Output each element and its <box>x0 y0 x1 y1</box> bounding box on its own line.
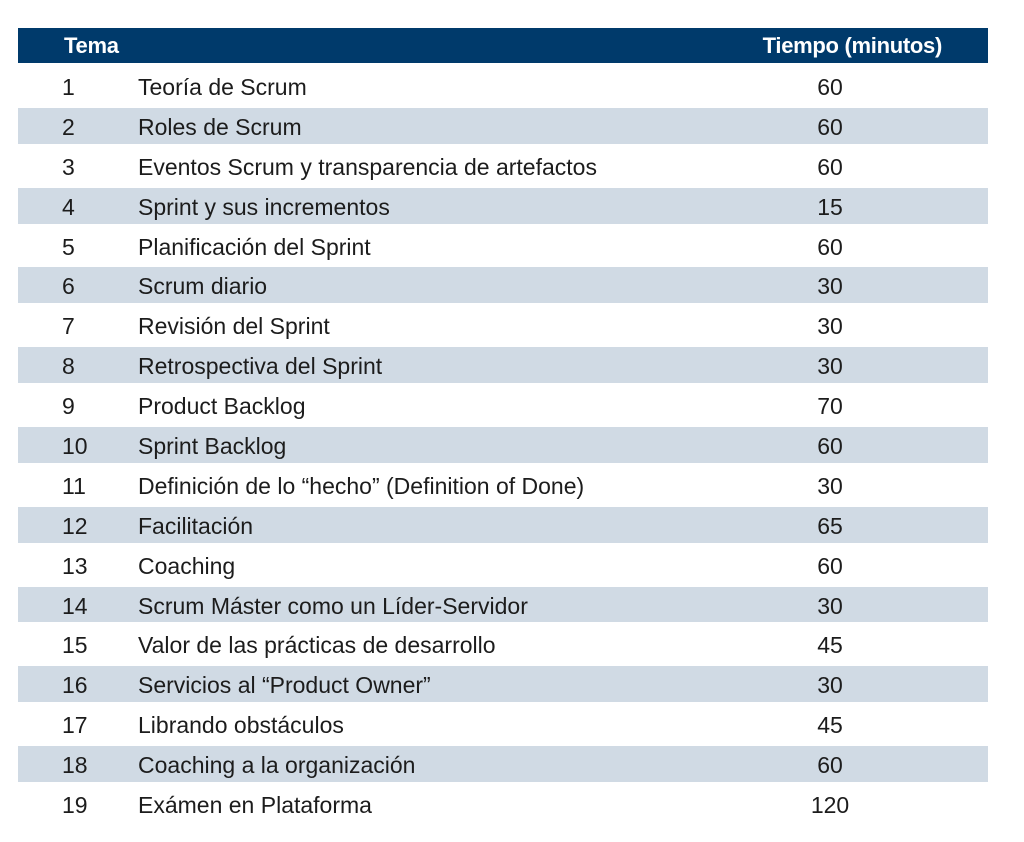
row-topic: Roles de Scrum <box>138 113 302 140</box>
table-header: Tema Tiempo (minutos) <box>18 28 988 63</box>
row-number: 17 <box>62 712 88 739</box>
table-row: 5 Planificación del Sprint 60 <box>18 228 988 264</box>
row-number: 7 <box>62 313 75 340</box>
row-time: 60 <box>817 433 843 460</box>
table-row: 19 Exámen en Plataforma 120 <box>18 786 988 822</box>
row-number: 14 <box>62 592 88 619</box>
row-topic: Definición de lo “hecho” (Definition of … <box>138 472 585 499</box>
row-topic: Exámen en Plataforma <box>138 792 372 819</box>
row-time: 15 <box>817 193 843 220</box>
row-topic: Scrum diario <box>138 273 268 300</box>
row-time: 30 <box>817 273 843 300</box>
row-time: 60 <box>817 153 843 180</box>
row-time: 30 <box>817 353 843 380</box>
row-number: 9 <box>62 393 75 420</box>
row-topic: Eventos Scrum y transparencia de artefac… <box>138 153 597 180</box>
row-time: 30 <box>817 472 843 499</box>
header-time: Tiempo (minutos) <box>762 33 943 58</box>
table-row: 7 Revisión del Sprint 30 <box>18 307 988 343</box>
row-topic: Valor de las prácticas de desarrollo <box>138 632 496 659</box>
row-time: 30 <box>817 313 843 340</box>
row-number: 1 <box>62 74 75 100</box>
row-number: 5 <box>62 233 75 260</box>
table-row: 11 Definición de lo “hecho” (Definition o… <box>18 467 988 503</box>
row-topic: Sprint y sus incrementos <box>138 193 390 220</box>
row-number: 2 <box>62 113 75 140</box>
row-number: 13 <box>62 552 88 579</box>
table-row: 16 Servicios al “Product Owner” 30 <box>18 666 988 703</box>
row-number: 8 <box>62 353 75 380</box>
row-number: 4 <box>62 193 75 220</box>
row-topic: Librando obstáculos <box>138 712 344 739</box>
row-time: 60 <box>817 552 843 579</box>
row-topic: Planificación del Sprint <box>138 233 371 260</box>
row-number: 12 <box>62 512 88 539</box>
row-time: 60 <box>817 74 843 100</box>
row-number: 11 <box>62 472 86 499</box>
row-number: 3 <box>62 153 75 180</box>
table-row: 9 Product Backlog 70 <box>18 387 988 423</box>
table-row: 15 Valor de las prácticas de desarrollo 45 <box>18 626 988 662</box>
table-row: 4 Sprint y sus incrementos 15 <box>18 187 988 224</box>
table-row: 6 Scrum diario 30 <box>18 267 988 304</box>
schedule-table: Tema Tiempo (minutos) 1 Teoría de Scrum 60… <box>18 28 988 826</box>
table-body: 1 Teoría de Scrum 60 2 Roles de Scrum 60 3 Even… <box>18 68 988 822</box>
row-topic: Retrospectiva del Sprint <box>138 353 383 380</box>
row-time: 65 <box>817 512 843 539</box>
row-topic: Product Backlog <box>138 393 306 420</box>
table-row: 17 Librando obstáculos 45 <box>18 706 988 742</box>
row-time: 70 <box>817 393 843 420</box>
row-time: 45 <box>817 632 843 659</box>
row-number: 18 <box>62 752 88 779</box>
row-time: 30 <box>817 672 843 699</box>
table-row: 3 Eventos Scrum y transparencia de artefa… <box>18 148 988 184</box>
row-time: 60 <box>817 113 843 140</box>
row-time: 120 <box>810 792 850 819</box>
row-topic: Revisión del Sprint <box>138 313 330 340</box>
row-topic: Coaching a la organización <box>138 752 416 779</box>
table-row: 10 Sprint Backlog 60 <box>18 427 988 463</box>
row-number: 10 <box>62 433 88 460</box>
table-row: 12 Facilitación 65 <box>18 506 988 543</box>
row-number: 6 <box>62 273 75 300</box>
row-topic: Scrum Máster como un Líder-Servidor <box>138 592 528 619</box>
row-time: 60 <box>817 233 843 260</box>
row-time: 60 <box>817 752 843 779</box>
table-row: 13 Coaching 60 <box>18 547 988 583</box>
row-topic: Teoría de Scrum <box>138 74 307 100</box>
table-row: 18 Coaching a la organización 60 <box>18 746 988 783</box>
row-time: 45 <box>817 712 843 739</box>
row-topic: Servicios al “Product Owner” <box>138 672 431 699</box>
table-row: 14 Scrum Máster como un Líder-Servidor 30 <box>18 586 988 623</box>
row-topic: Facilitación <box>138 512 254 539</box>
table-row: 1 Teoría de Scrum 60 <box>18 68 988 104</box>
row-topic: Coaching <box>138 552 236 579</box>
table-row: 8 Retrospectiva del Sprint 30 <box>18 347 988 384</box>
table-row: 2 Roles de Scrum 60 <box>18 107 988 144</box>
header-topic: Tema <box>64 33 119 58</box>
row-number: 16 <box>62 672 88 699</box>
row-number: 15 <box>62 632 88 659</box>
row-time: 30 <box>817 592 843 619</box>
row-topic: Sprint Backlog <box>138 433 287 460</box>
row-number: 19 <box>62 792 88 819</box>
